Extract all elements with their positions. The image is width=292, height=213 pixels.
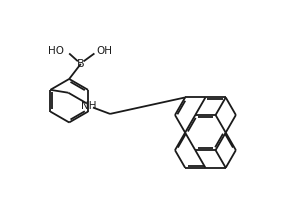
Text: NH: NH: [81, 101, 97, 111]
Text: B: B: [77, 59, 85, 69]
Text: HO: HO: [48, 46, 64, 56]
Text: OH: OH: [96, 46, 112, 56]
